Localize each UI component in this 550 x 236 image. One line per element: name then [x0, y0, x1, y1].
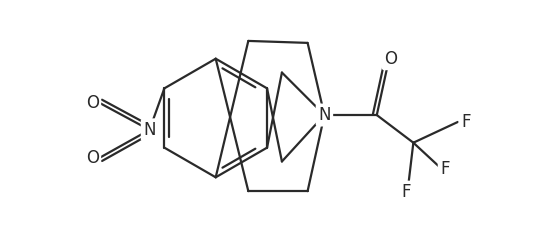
Text: F: F [440, 160, 450, 178]
Text: O: O [384, 50, 397, 68]
Text: N: N [143, 121, 156, 139]
Text: F: F [461, 113, 470, 131]
Text: F: F [402, 183, 411, 201]
Text: O: O [86, 148, 98, 167]
Text: O: O [86, 94, 98, 112]
Text: N: N [318, 106, 331, 124]
